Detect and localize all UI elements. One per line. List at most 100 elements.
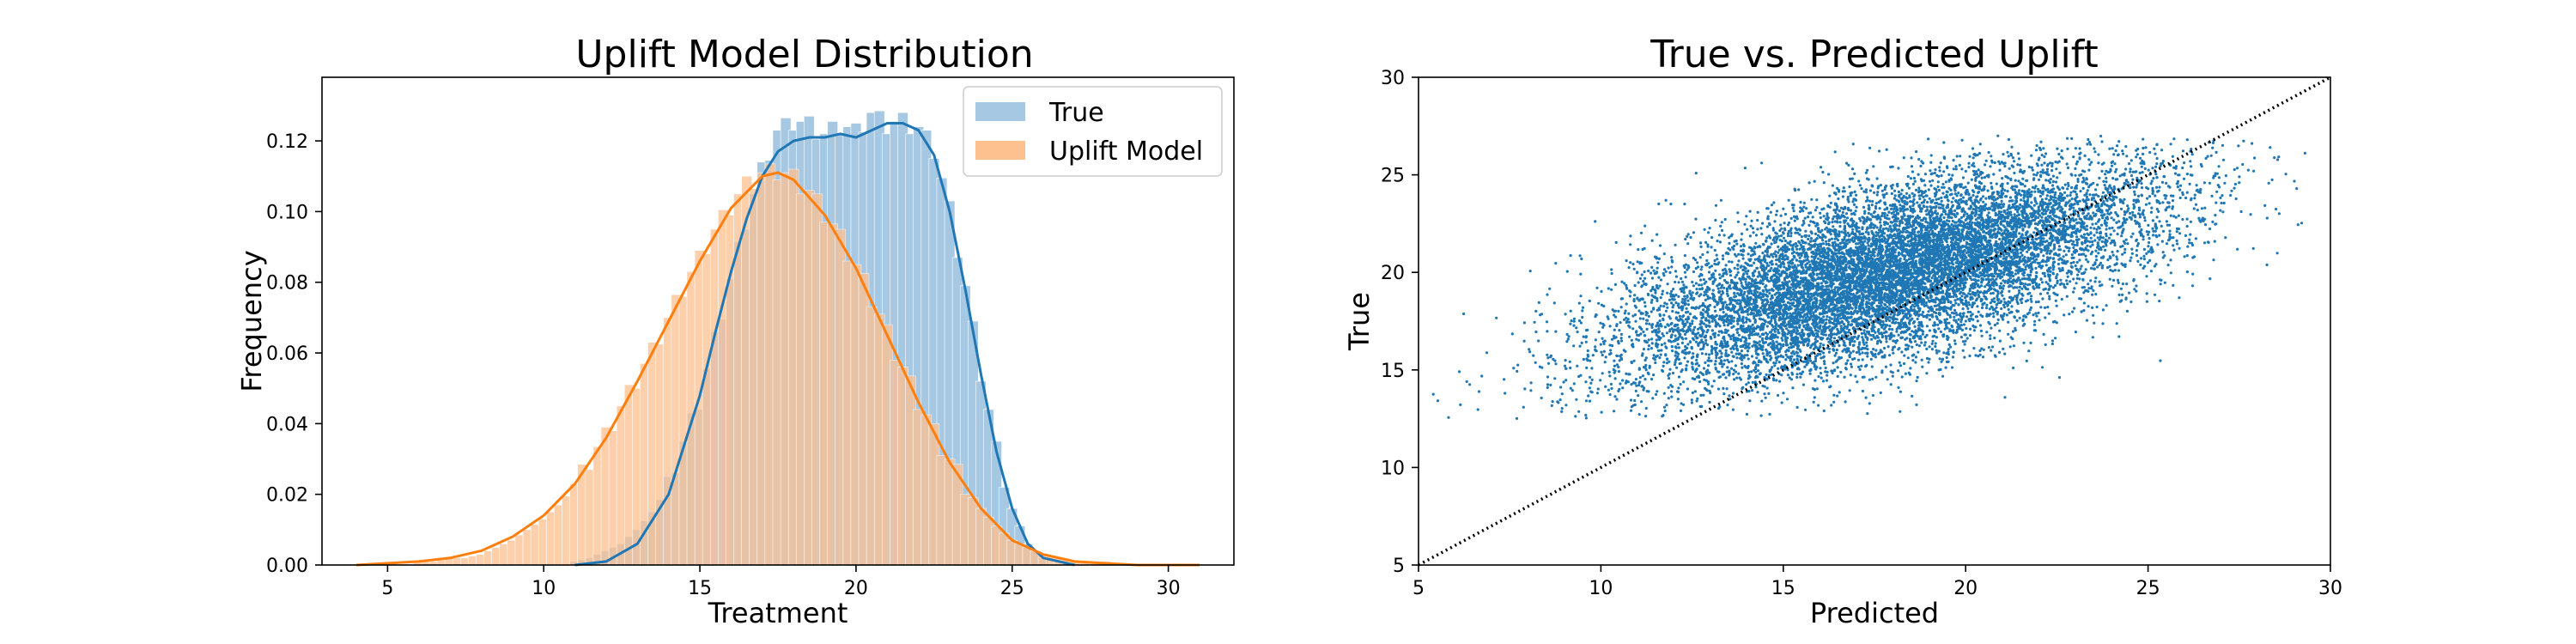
scatter-point bbox=[2212, 258, 2215, 262]
scatter-point bbox=[2072, 290, 2075, 294]
scatter-point bbox=[1865, 341, 1868, 344]
scatter-point bbox=[1890, 186, 1893, 190]
scatter-point bbox=[1771, 366, 1774, 369]
scatter-point bbox=[1700, 265, 1704, 269]
scatter-point bbox=[2101, 216, 2105, 220]
scatter-point bbox=[1988, 307, 1991, 311]
scatter-point bbox=[2267, 181, 2270, 185]
scatter-point bbox=[1711, 289, 1715, 292]
scatter-point bbox=[2087, 305, 2090, 308]
scatter-point bbox=[1872, 211, 1875, 215]
scatter-point bbox=[2147, 245, 2150, 248]
scatter-point bbox=[1718, 240, 1722, 244]
scatter-point bbox=[2209, 154, 2213, 157]
scatter-point bbox=[2116, 250, 2119, 253]
scatter-point bbox=[1590, 378, 1594, 381]
scatter-point bbox=[1871, 199, 1874, 204]
histogram-x-tick-label: 10 bbox=[532, 578, 556, 599]
scatter-point bbox=[1872, 348, 1875, 351]
scatter-point bbox=[1679, 409, 1683, 412]
scatter-point bbox=[2303, 151, 2306, 155]
scatter-point bbox=[1688, 313, 1692, 316]
scatter-point bbox=[1732, 392, 1735, 395]
scatter-point bbox=[2221, 143, 2225, 147]
scatter-point bbox=[1875, 177, 1879, 180]
scatter-point bbox=[1886, 378, 1889, 381]
scatter-point bbox=[1804, 229, 1807, 233]
scatter-point bbox=[1902, 212, 1905, 216]
scatter-point bbox=[2030, 300, 2033, 303]
scatter-point bbox=[1916, 317, 1919, 321]
scatter-point bbox=[1957, 191, 1960, 195]
scatter-point bbox=[1797, 188, 1801, 191]
legend-frame bbox=[963, 86, 1223, 177]
scatter-point bbox=[1896, 208, 1899, 212]
scatter-point bbox=[2006, 150, 2009, 154]
scatter-point bbox=[1966, 310, 1970, 313]
scatter-point bbox=[1645, 312, 1649, 315]
histogram-y-tick-label: 0.06 bbox=[266, 343, 308, 365]
scatter-point bbox=[1720, 228, 1724, 232]
histogram-legend: True Uplift Model bbox=[963, 86, 1223, 177]
scatter-point bbox=[2148, 230, 2151, 234]
scatter-point bbox=[1765, 225, 1769, 228]
scatter-point bbox=[2010, 274, 2014, 277]
histogram-y-tick-label: 0.12 bbox=[266, 131, 308, 153]
scatter-point bbox=[1922, 310, 1925, 314]
scatter-point bbox=[2163, 175, 2166, 179]
scatter-point bbox=[2100, 140, 2104, 143]
scatter-point bbox=[2108, 184, 2111, 187]
scatter-point bbox=[2156, 243, 2160, 246]
scatter-point bbox=[2007, 332, 2010, 336]
scatter-point bbox=[1959, 292, 1962, 295]
scatter-point bbox=[1662, 313, 1666, 317]
scatter-point bbox=[1997, 160, 2001, 163]
scatter-point bbox=[1685, 329, 1688, 333]
scatter-point bbox=[2003, 352, 2007, 355]
scatter-point bbox=[1843, 375, 1846, 379]
scatter-point bbox=[2178, 246, 2181, 250]
scatter-point bbox=[1594, 338, 1597, 342]
scatter-point bbox=[2044, 306, 2047, 309]
scatter-point bbox=[1662, 319, 1665, 322]
scatter-point bbox=[1824, 366, 1827, 370]
scatter-point bbox=[1795, 258, 1798, 262]
scatter-point bbox=[1810, 197, 1814, 201]
scatter-point bbox=[1923, 190, 1928, 193]
scatter-point bbox=[2111, 226, 2114, 229]
scatter-point bbox=[2031, 168, 2034, 172]
scatter-point bbox=[1977, 168, 1980, 172]
scatter-point bbox=[2208, 227, 2212, 231]
scatter-point bbox=[1939, 206, 1942, 210]
scatter-point bbox=[2070, 253, 2074, 257]
scatter-point bbox=[1896, 217, 1900, 221]
scatter-point bbox=[1960, 295, 1964, 298]
scatter-point bbox=[1980, 176, 1984, 179]
scatter-point bbox=[1746, 354, 1749, 357]
scatter-point bbox=[1722, 362, 1726, 366]
scatter-point bbox=[1683, 265, 1686, 270]
scatter-point bbox=[2095, 228, 2099, 231]
scatter-point bbox=[2001, 294, 2004, 297]
scatter-point bbox=[1878, 235, 1881, 239]
scatter-point bbox=[1694, 282, 1698, 285]
scatter-point bbox=[2109, 269, 2112, 272]
scatter-point bbox=[2151, 227, 2154, 230]
scatter-point bbox=[1706, 251, 1710, 254]
scatter-point bbox=[1879, 218, 1882, 222]
scatter-point bbox=[2181, 217, 2184, 222]
scatter-point bbox=[2023, 270, 2026, 275]
scatter-point bbox=[1882, 196, 1886, 199]
scatter-point bbox=[1869, 357, 1873, 361]
scatter-point bbox=[1657, 276, 1661, 279]
scatter-point bbox=[1632, 267, 1636, 270]
scatter-point bbox=[1683, 270, 1686, 274]
scatter-point bbox=[2033, 222, 2037, 226]
scatter-point bbox=[2086, 189, 2089, 192]
scatter-point bbox=[2011, 156, 2014, 160]
histogram-y-tick-label: 0.04 bbox=[266, 414, 308, 435]
scatter-point bbox=[1730, 350, 1734, 354]
scatter-point bbox=[1762, 289, 1765, 293]
scatter-point bbox=[1952, 159, 1955, 162]
scatter-point bbox=[2252, 169, 2256, 173]
